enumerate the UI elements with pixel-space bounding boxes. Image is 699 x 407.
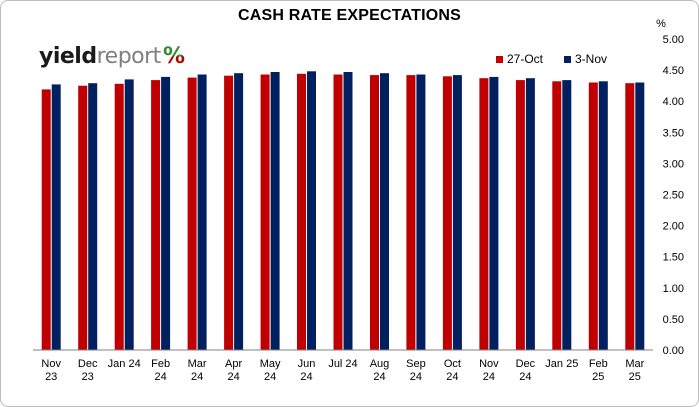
x-tick-label: Jul 24 bbox=[328, 358, 357, 370]
x-tick-label: Feb 24 bbox=[151, 358, 170, 383]
y-axis-unit-label: % bbox=[656, 18, 666, 30]
bar-series1-16 bbox=[588, 82, 598, 350]
bar-series2-2 bbox=[88, 83, 98, 350]
y-tick-label: 2.50 bbox=[663, 190, 684, 202]
bar-series2-16 bbox=[598, 81, 608, 351]
x-tick-label: Sep 24 bbox=[406, 358, 426, 383]
legend-swatch-1 bbox=[496, 56, 503, 63]
bar-series2-14 bbox=[525, 78, 535, 350]
logo-text-yield: yield bbox=[39, 44, 97, 69]
bar-series2-11 bbox=[416, 74, 426, 350]
bar-series2-9 bbox=[343, 72, 353, 350]
yieldreport-logo: yieldreport % bbox=[39, 44, 186, 69]
x-tick-label: Jun 24 bbox=[298, 358, 316, 383]
bar-series2-13 bbox=[489, 76, 499, 351]
bar-series1-4 bbox=[151, 80, 161, 350]
x-tick-label: Aug 24 bbox=[370, 358, 390, 383]
y-tick-label: 0.50 bbox=[663, 314, 684, 326]
y-tick-label: 3.00 bbox=[663, 158, 684, 170]
bar-series1-7 bbox=[260, 74, 270, 350]
x-tick-label: Nov 24 bbox=[479, 358, 499, 383]
logo-text-report: report bbox=[97, 44, 162, 69]
x-tick-label: Mar 24 bbox=[188, 358, 207, 383]
x-tick-label: Feb 25 bbox=[589, 358, 608, 383]
svg-text:yieldreport: yieldreport bbox=[39, 44, 162, 69]
bar-series2-8 bbox=[307, 71, 316, 351]
legend: 27-Oct 3-Nov bbox=[496, 52, 607, 66]
bar-series1-1 bbox=[41, 89, 51, 351]
bar-series1-2 bbox=[78, 85, 88, 350]
bars-layer bbox=[41, 71, 645, 351]
x-tick-label: Dec 24 bbox=[516, 358, 536, 383]
bar-series2-4 bbox=[161, 76, 171, 351]
bar-series2-10 bbox=[380, 73, 389, 350]
bar-series1-15 bbox=[552, 81, 562, 351]
bar-series2-15 bbox=[562, 80, 572, 350]
bar-series2-1 bbox=[51, 84, 61, 351]
x-tick-label: Mar 25 bbox=[625, 358, 644, 383]
bar-series2-17 bbox=[635, 82, 645, 350]
chart-title: CASH RATE EXPECTATIONS bbox=[237, 7, 462, 24]
x-tick-label: Jan 25 bbox=[545, 358, 578, 370]
bar-series1-8 bbox=[297, 73, 306, 351]
x-tick-label: Nov 23 bbox=[41, 358, 61, 383]
y-tick-label: 0.00 bbox=[663, 345, 684, 357]
y-tick-label: 3.50 bbox=[663, 127, 684, 139]
bar-series1-10 bbox=[370, 75, 379, 350]
y-tick-label: 2.00 bbox=[663, 221, 684, 233]
bar-series1-14 bbox=[515, 80, 525, 350]
x-axis-labels: Nov 23 Dec 23 Jan 24 Feb 24 Mar 24 Apr 24 May 24 Jun 2… bbox=[41, 358, 644, 383]
bar-series2-5 bbox=[197, 74, 207, 350]
y-tick-label: 4.00 bbox=[663, 96, 684, 108]
legend-label-2: 3-Nov bbox=[575, 52, 607, 66]
bar-series2-7 bbox=[270, 72, 280, 350]
y-tick-label: 1.00 bbox=[663, 283, 684, 295]
bar-series1-17 bbox=[625, 83, 635, 350]
y-tick-label: 4.50 bbox=[663, 65, 684, 77]
legend-label-1: 27-Oct bbox=[507, 52, 544, 66]
bar-series2-3 bbox=[124, 79, 134, 351]
bar-series1-9 bbox=[333, 74, 343, 350]
legend-swatch-2 bbox=[564, 56, 571, 63]
bar-series1-13 bbox=[479, 78, 489, 350]
y-tick-label: 5.00 bbox=[663, 34, 684, 46]
x-tick-label: Oct 24 bbox=[444, 358, 461, 383]
bar-series1-12 bbox=[442, 76, 452, 351]
x-tick-label: Jan 24 bbox=[108, 358, 141, 370]
bar-series2-6 bbox=[234, 73, 244, 350]
bar-series2-12 bbox=[452, 75, 462, 350]
y-axis: 0.00 0.50 1.00 1.50 2.00 2.50 3.00 3.50 4.00 4.50… bbox=[33, 18, 684, 357]
logo-percent-symbol: % bbox=[163, 44, 185, 69]
x-tick-label: Apr 24 bbox=[225, 358, 242, 383]
bar-series1-3 bbox=[114, 83, 124, 351]
x-tick-label: May 24 bbox=[260, 358, 281, 383]
bar-series1-6 bbox=[224, 75, 234, 350]
x-tick-label: Dec 23 bbox=[78, 358, 98, 383]
bar-series1-11 bbox=[406, 75, 416, 350]
bar-series1-5 bbox=[187, 77, 197, 350]
y-tick-label: 1.50 bbox=[663, 252, 684, 264]
